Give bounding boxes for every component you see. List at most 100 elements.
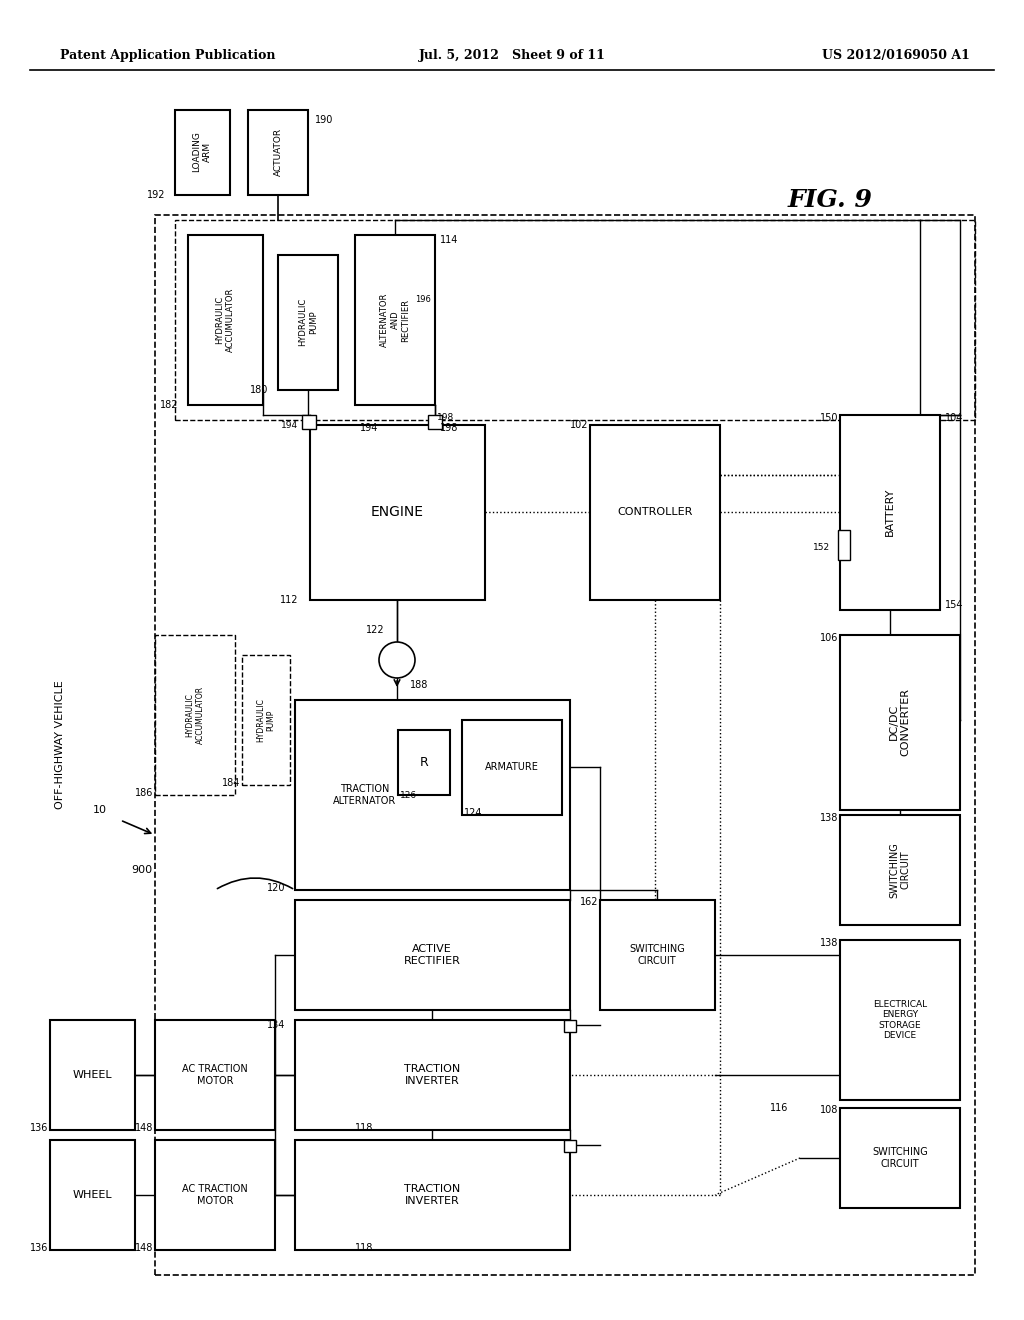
Bar (355, 235, 435, 405)
Text: 10: 10 (93, 805, 106, 814)
Text: 114: 114 (440, 235, 459, 246)
Text: ELECTRICAL
ENERGY
STORAGE
DEVICE: ELECTRICAL ENERGY STORAGE DEVICE (872, 1001, 927, 1040)
Bar (600, 900, 715, 1010)
Text: HYDRAULIC
ACCUMULATOR: HYDRAULIC ACCUMULATOR (215, 288, 234, 352)
Bar (155, 1020, 275, 1130)
Bar (840, 940, 961, 1100)
Text: 194: 194 (360, 422, 379, 433)
Bar (175, 220, 975, 420)
Bar (175, 110, 230, 195)
Text: LOADING
ARM: LOADING ARM (193, 132, 212, 173)
Text: ARMATURE: ARMATURE (485, 762, 539, 772)
Text: BATTERY: BATTERY (885, 488, 895, 536)
Text: 198: 198 (440, 422, 459, 433)
Text: 184: 184 (221, 777, 240, 788)
Text: R: R (420, 755, 428, 768)
Text: 138: 138 (819, 813, 838, 822)
Text: 104: 104 (945, 413, 964, 422)
Text: WHEEL: WHEEL (72, 1071, 112, 1080)
Text: HYDRAULIC
ACCUMULATOR: HYDRAULIC ACCUMULATOR (185, 686, 205, 744)
Text: HYDRAULIC
PUMP: HYDRAULIC PUMP (298, 298, 317, 346)
Text: CONTROLLER: CONTROLLER (617, 507, 692, 517)
Bar (840, 1107, 961, 1208)
Text: 122: 122 (367, 624, 385, 635)
Bar (564, 1140, 575, 1152)
Text: 182: 182 (160, 400, 178, 411)
Text: 188: 188 (410, 680, 428, 690)
Text: TRACTION
INVERTER: TRACTION INVERTER (403, 1184, 460, 1205)
Bar (248, 110, 308, 195)
Bar (295, 1140, 570, 1250)
Text: ACTUATOR: ACTUATOR (273, 128, 283, 176)
Text: TRACTION
INVERTER: TRACTION INVERTER (403, 1064, 460, 1086)
Bar (155, 215, 975, 1275)
Text: 116: 116 (770, 1104, 788, 1113)
Text: 126: 126 (400, 791, 417, 800)
Text: 196: 196 (415, 296, 431, 305)
Bar (840, 635, 961, 810)
Bar (590, 425, 720, 601)
Text: SWITCHING
CIRCUIT: SWITCHING CIRCUIT (629, 944, 685, 966)
Bar (302, 414, 316, 429)
Text: SWITCHING
CIRCUIT: SWITCHING CIRCUIT (889, 842, 910, 898)
Text: 198: 198 (437, 413, 455, 422)
Text: FIG. 9: FIG. 9 (787, 187, 872, 213)
Text: HYDRAULIC
PUMP: HYDRAULIC PUMP (256, 698, 275, 742)
Text: 194: 194 (281, 421, 298, 429)
Text: ACTIVE
RECTIFIER: ACTIVE RECTIFIER (403, 944, 461, 966)
Bar (840, 814, 961, 925)
Text: ALTERNATOR
AND
RECTIFIER: ALTERNATOR AND RECTIFIER (380, 293, 410, 347)
Text: Jul. 5, 2012   Sheet 9 of 11: Jul. 5, 2012 Sheet 9 of 11 (419, 49, 605, 62)
Bar (462, 719, 562, 814)
Bar (242, 655, 290, 785)
Text: 150: 150 (819, 413, 838, 422)
Text: 136: 136 (30, 1243, 48, 1253)
Text: 900: 900 (131, 865, 152, 875)
Bar (188, 235, 263, 405)
Text: ENGINE: ENGINE (371, 506, 424, 519)
Text: 136: 136 (30, 1123, 48, 1133)
Bar (838, 531, 850, 560)
Text: 102: 102 (569, 420, 588, 430)
Bar (428, 414, 442, 429)
Bar (278, 255, 338, 389)
Text: 108: 108 (819, 1105, 838, 1115)
Text: 112: 112 (280, 595, 298, 605)
Bar (155, 635, 234, 795)
Bar (840, 414, 940, 610)
Text: 124: 124 (464, 808, 482, 818)
Text: AC TRACTION
MOTOR: AC TRACTION MOTOR (182, 1184, 248, 1205)
Bar (295, 1020, 570, 1130)
Bar (310, 425, 485, 601)
Text: OFF-HIGHWAY VEHICLE: OFF-HIGHWAY VEHICLE (55, 681, 65, 809)
Text: 148: 148 (134, 1123, 153, 1133)
Text: 120: 120 (266, 883, 285, 894)
Text: 190: 190 (315, 115, 334, 125)
Text: SWITCHING
CIRCUIT: SWITCHING CIRCUIT (872, 1147, 928, 1168)
Text: 162: 162 (580, 898, 598, 907)
Bar (50, 1020, 135, 1130)
Text: US 2012/0169050 A1: US 2012/0169050 A1 (822, 49, 970, 62)
Bar (155, 1140, 275, 1250)
Text: DC/DC
CONVERTER: DC/DC CONVERTER (889, 688, 910, 756)
Bar (398, 730, 450, 795)
Text: 186: 186 (134, 788, 153, 799)
Text: WHEEL: WHEEL (72, 1191, 112, 1200)
Text: 152: 152 (813, 544, 830, 553)
Bar (50, 1140, 135, 1250)
Text: 138: 138 (819, 939, 838, 948)
Text: Patent Application Publication: Patent Application Publication (60, 49, 275, 62)
Text: 118: 118 (355, 1243, 374, 1253)
Bar (295, 700, 570, 890)
Text: 148: 148 (134, 1243, 153, 1253)
Text: TRACTION
ALTERNATOR: TRACTION ALTERNATOR (334, 784, 396, 805)
Text: 106: 106 (819, 634, 838, 643)
Text: 192: 192 (146, 190, 165, 201)
Text: 134: 134 (266, 1020, 285, 1030)
Text: 180: 180 (250, 385, 268, 395)
Circle shape (379, 642, 415, 678)
Bar (564, 1020, 575, 1032)
Text: 154: 154 (945, 601, 964, 610)
Bar (295, 900, 570, 1010)
Text: AC TRACTION
MOTOR: AC TRACTION MOTOR (182, 1064, 248, 1086)
